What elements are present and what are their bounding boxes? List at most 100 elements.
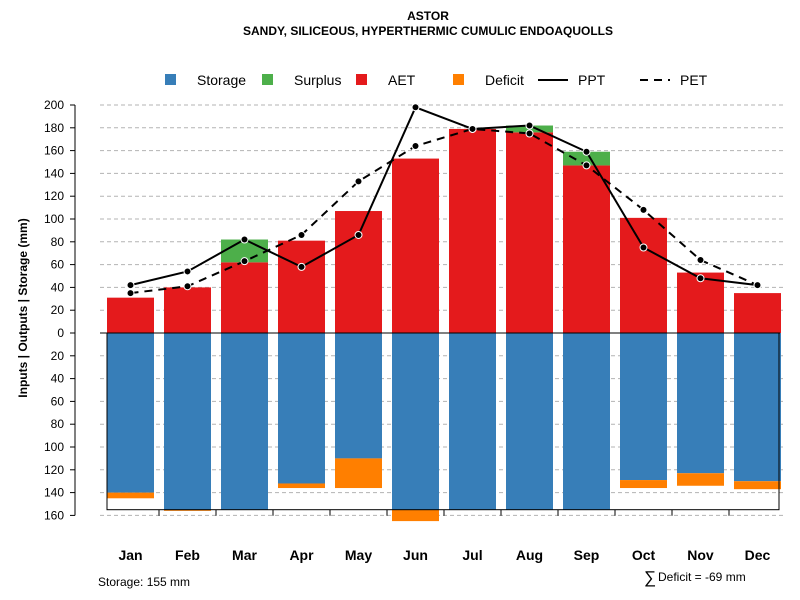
y-tick-label: 40 <box>51 372 65 386</box>
storage-annotation: Storage: 155 mm <box>98 575 190 589</box>
legend-label: PET <box>680 72 708 88</box>
y-tick-label: 200 <box>44 98 64 112</box>
pet-point <box>126 289 135 298</box>
y-tick-label: 100 <box>44 212 64 226</box>
ppt-point <box>354 230 363 239</box>
y-tick-label: 60 <box>51 258 65 272</box>
x-tick-label: Mar <box>232 547 257 563</box>
pet-point <box>696 256 705 265</box>
deficit-bar <box>278 483 325 489</box>
surplus-bar <box>563 151 610 166</box>
pet-line <box>130 127 758 295</box>
y-tick-label: 140 <box>44 486 64 500</box>
y-axis-label: Inputs | Outputs | Storage (mm) <box>16 218 30 397</box>
bars <box>107 125 781 522</box>
deficit-bar <box>335 458 382 489</box>
y-tick-label: 160 <box>44 144 64 158</box>
storage-bar <box>335 333 382 459</box>
deficit-bar <box>734 481 781 490</box>
aet-bar <box>164 287 211 333</box>
axes: 2001801601401201008060402002040608010012… <box>44 98 771 563</box>
x-tick-label: Sep <box>574 547 600 563</box>
storage-bar <box>221 333 268 510</box>
storage-bar <box>734 333 781 482</box>
legend-label: PPT <box>578 72 606 88</box>
y-tick-label: 160 <box>44 508 64 522</box>
pet-point <box>582 161 591 170</box>
ppt-point <box>582 147 591 156</box>
storage-bar <box>164 333 211 510</box>
y-tick-label: 120 <box>44 463 64 477</box>
ppt-point <box>297 262 306 271</box>
deficit-sum-symbol: ∑ <box>644 568 656 587</box>
y-tick-label: 80 <box>51 417 65 431</box>
y-tick-label: 120 <box>44 189 64 203</box>
storage-bar <box>506 333 553 510</box>
y-tick-label: 40 <box>51 280 65 294</box>
ppt-point <box>411 103 420 112</box>
x-tick-label: Nov <box>687 547 714 563</box>
ppt-point <box>753 281 762 290</box>
pet-point <box>354 177 363 186</box>
deficit-bar <box>620 480 667 489</box>
y-tick-label: 60 <box>51 394 65 408</box>
legend-label: Surplus <box>294 72 341 88</box>
storage-bar <box>392 333 439 510</box>
legend-label: Storage <box>197 72 246 88</box>
deficit-bar <box>164 509 211 511</box>
aet-bar <box>563 165 610 333</box>
aet-bar <box>506 132 553 333</box>
aet-bar <box>392 158 439 333</box>
y-tick-label: 80 <box>51 235 65 249</box>
aet-bar <box>449 128 496 333</box>
ppt-point <box>240 235 249 244</box>
y-tick-label: 20 <box>51 349 65 363</box>
x-tick-label: Aug <box>516 547 543 563</box>
aet-bar <box>221 262 268 333</box>
storage-bar <box>677 333 724 474</box>
x-tick-label: Jan <box>118 547 142 563</box>
y-tick-label: 100 <box>44 440 64 454</box>
aet-bar <box>677 272 724 333</box>
ppt-line <box>130 106 758 287</box>
legend-swatch <box>453 74 464 85</box>
x-tick-label: Jun <box>403 547 428 563</box>
aet-bar <box>734 293 781 333</box>
storage-bar <box>107 333 154 493</box>
pet-point <box>525 129 534 138</box>
deficit-bar <box>107 492 154 499</box>
storage-bar <box>563 333 610 510</box>
y-tick-label: 0 <box>57 326 64 340</box>
aet-bar <box>620 217 667 333</box>
legend-swatch <box>356 74 367 85</box>
pet-point <box>183 282 192 291</box>
series-lines <box>126 103 762 298</box>
legend-label: Deficit <box>485 72 524 88</box>
deficit-annotation: Deficit = -69 mm <box>658 570 746 584</box>
ppt-point <box>696 274 705 283</box>
ppt-point <box>525 121 534 130</box>
legend-swatch <box>262 74 273 85</box>
ppt-point <box>639 243 648 252</box>
ppt-point <box>126 281 135 290</box>
y-tick-label: 140 <box>44 166 64 180</box>
aet-bar <box>335 211 382 333</box>
x-tick-label: May <box>345 547 372 563</box>
x-tick-label: Jul <box>462 547 482 563</box>
aet-bar <box>107 297 154 333</box>
storage-bar <box>449 333 496 510</box>
deficit-bar <box>392 509 439 522</box>
grid-lines <box>100 104 785 516</box>
y-tick-label: 180 <box>44 121 64 135</box>
ppt-point <box>468 124 477 133</box>
storage-bar <box>620 333 667 481</box>
ppt-point <box>183 267 192 276</box>
legend-label: AET <box>388 72 416 88</box>
storage-bar <box>278 333 325 484</box>
pet-point <box>240 257 249 266</box>
pet-point <box>411 142 420 151</box>
storage-frame <box>100 332 780 516</box>
deficit-bar <box>677 473 724 486</box>
legend-swatch <box>165 74 176 85</box>
